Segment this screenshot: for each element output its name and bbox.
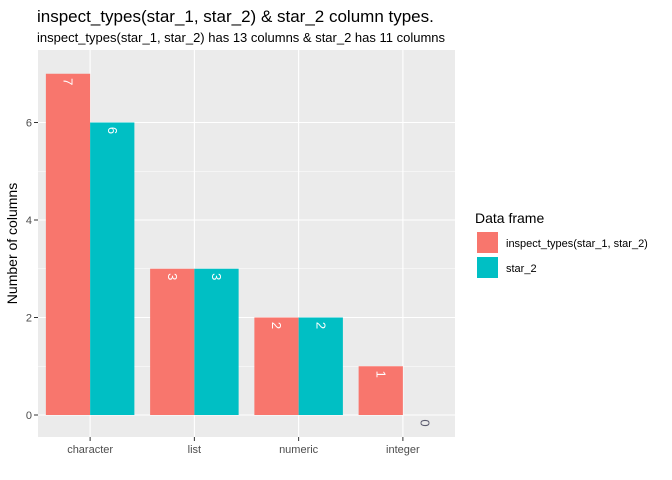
bar-value-label: 3 bbox=[165, 273, 180, 280]
legend: Data frame inspect_types(star_1, star_2)… bbox=[475, 210, 648, 278]
bar bbox=[194, 268, 239, 415]
bar bbox=[358, 366, 403, 415]
y-tick-label: 2 bbox=[26, 313, 32, 325]
chart-subtitle: inspect_types(star_1, star_2) has 13 col… bbox=[37, 30, 446, 45]
legend-key bbox=[477, 232, 498, 253]
y-axis-title: Number of columns bbox=[4, 183, 20, 304]
chart-title: inspect_types(star_1, star_2) & star_2 c… bbox=[37, 7, 434, 26]
x-tick-label: list bbox=[188, 444, 201, 456]
y-tick-label: 0 bbox=[26, 410, 32, 422]
legend-title: Data frame bbox=[475, 210, 544, 226]
x-tick-label: character bbox=[67, 444, 113, 456]
bar bbox=[45, 73, 91, 415]
legend-key bbox=[477, 257, 498, 278]
bar-value-label: 0 bbox=[418, 419, 433, 426]
x-tick-label: integer bbox=[386, 444, 420, 456]
bar bbox=[298, 317, 343, 415]
y-tick-label: 6 bbox=[26, 118, 32, 130]
bar-value-label: 6 bbox=[105, 127, 120, 134]
x-tick-label: numeric bbox=[279, 444, 319, 456]
bar-labels: 7 3 2 1 6 3 2 0 bbox=[61, 78, 433, 426]
legend-label: inspect_types(star_1, star_2) bbox=[506, 238, 648, 250]
y-axis: 0 2 4 6 bbox=[26, 118, 38, 422]
legend-label: star_2 bbox=[506, 263, 537, 275]
bar bbox=[254, 317, 299, 415]
bar-value-label: 2 bbox=[269, 322, 284, 329]
bar-value-label: 3 bbox=[209, 273, 224, 280]
bar-value-label: 7 bbox=[61, 78, 76, 85]
bar bbox=[90, 122, 135, 415]
bar bbox=[150, 268, 195, 415]
bar-value-label: 2 bbox=[313, 322, 328, 329]
bar-value-label: 1 bbox=[373, 371, 388, 378]
y-tick-label: 4 bbox=[26, 215, 32, 227]
x-axis: character list numeric integer bbox=[67, 437, 420, 456]
bars bbox=[45, 73, 403, 415]
